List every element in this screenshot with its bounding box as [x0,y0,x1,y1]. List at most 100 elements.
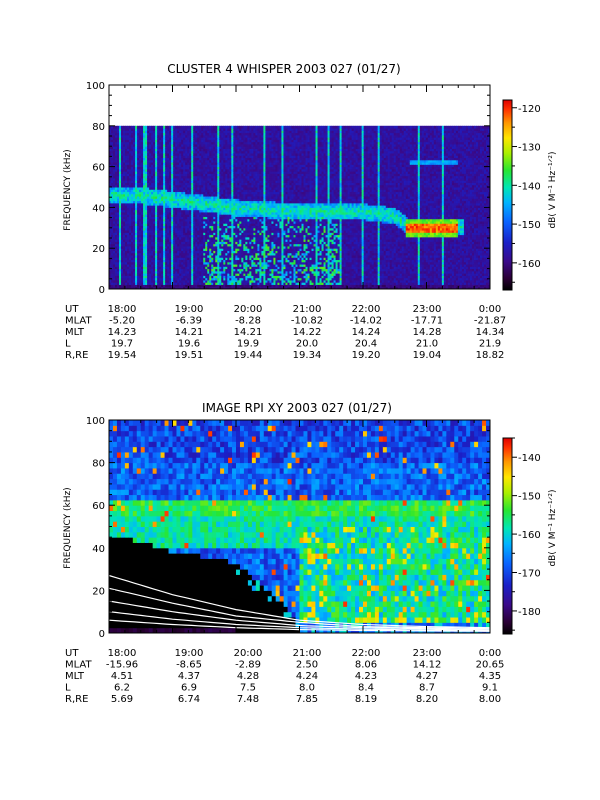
p1-heatmap-cell [153,255,156,258]
p1-heatmap-cell [147,275,150,279]
p1-heatmap-cell [117,230,120,233]
p1-heatmap-cell [151,153,154,156]
p1-heatmap-cell [151,148,154,152]
p1-heatmap-cell [163,139,166,143]
p1-heatmap-cell [147,284,150,288]
p1-heatmap-cell [147,180,150,183]
p1-heatmap-cell [161,157,164,161]
p1-heatmap-cell [131,168,134,172]
p1-heatmap-cell [133,227,136,231]
p1-heatmap-cell [129,241,132,245]
p1-heatmap-cell [141,184,144,188]
p1-heatmap-cell [109,214,112,217]
p1-heatmap-cell [133,171,136,174]
p1-heatmap-cell [141,166,144,170]
p1-heatmap-cell [153,143,156,147]
p1-heatmap-cell [147,175,150,179]
p1-heatmap-cell [159,257,162,261]
p1-heatmap-cell [119,157,122,161]
p1-heatmap-cell [141,182,144,186]
p1-heatmap-cell [123,191,126,195]
p1-heatmap-cell [117,250,120,254]
p1-heatmap-cell [127,223,130,227]
p1-heatmap-cell [119,159,122,163]
p1-heatmap-cell [147,248,150,251]
p1-heatmap-cell [113,189,116,193]
p1-heatmap-cell [135,259,138,263]
p1-heatmap-cell [163,143,166,147]
p1-heatmap-cell [155,209,158,213]
p1-heatmap-cell [123,257,126,261]
p1-heatmap-cell [127,177,130,181]
p1-heatmap-cell [159,230,162,233]
p1-heatmap-cell [121,193,124,197]
p1-heatmap-cell [159,227,162,231]
p1-heatmap-cell [159,189,162,193]
p1-heatmap-cell [119,236,122,240]
p1-heatmap-cell [137,143,140,147]
p1-heatmap-cell [161,139,164,143]
p1-heatmap-cell [153,234,156,238]
p1-heatmap-cell [157,232,160,236]
p1-heatmap-cell [135,255,138,258]
p1-heatmap-cell [137,164,140,168]
p1-heatmap-cell [111,143,114,147]
p1-heatmap-cell [121,205,124,208]
p1-heatmap-cell [131,207,134,211]
p1-heatmap-cell [141,125,144,129]
p1-heatmap-cell [127,286,130,290]
p1-heatmap-cell [151,198,154,202]
p1-heatmap-cell [127,189,130,193]
p1-heatmap-cell [155,137,158,140]
p1-heatmap-cell [121,157,124,161]
p1-heatmap-cell [111,196,114,199]
p1-heatmap-cell [151,173,154,177]
p1-heatmap-cell [115,164,118,168]
p1-heatmap-cell [163,180,166,183]
p1-heatmap-cell [109,193,112,197]
p1-heatmap-cell [137,130,140,134]
p1-heatmap-cell [149,137,152,140]
p1-heatmap-cell [127,239,130,242]
p1-heatmap-cell [111,236,114,240]
p1-heatmap-cell [163,207,166,211]
p1-heatmap-cell [143,146,146,149]
p1-heatmap-cell [153,236,156,240]
p1-heatmap-cell [161,252,164,256]
p1-heatmap-cell [129,180,132,183]
p1-heatmap-cell [151,162,154,165]
p1-heatmap-cell [135,205,138,208]
p1-heatmap-cell [113,284,116,288]
p1-heatmap-cell [161,261,164,265]
p1-heatmap-cell [133,180,136,183]
p1-heatmap-cell [123,214,126,217]
p1-heatmap-cell [163,218,166,222]
p1-heatmap-cell [149,232,152,236]
p1-heatmap-cell [153,173,156,177]
p1-heatmap-cell [115,252,118,256]
p1-heatmap-cell [135,184,138,188]
p1-heatmap-cell [135,155,138,159]
p1-heatmap-cell [115,257,118,261]
p1-heatmap-cell [117,273,120,276]
p1-heatmap-cell [139,125,142,129]
p1-heatmap-cell [151,209,154,213]
p1-heatmap-cell [109,150,112,154]
p1-heatmap-cell [121,218,124,222]
p1-heatmap-cell [151,180,154,183]
p1-heatmap-cell [165,279,168,283]
p1-heatmap-cell [117,227,120,231]
p1-heatmap-cell [119,155,122,159]
p1-heatmap-cell [153,279,156,283]
p1-heatmap-cell [159,273,162,276]
p1-heatmap-cell [131,187,134,190]
p1-heatmap-cell [133,211,136,215]
p1-heatmap-cell [155,193,158,197]
p1-heatmap-cell [117,128,120,131]
p1-heatmap-cell [125,243,128,247]
p1-heatmap-cell [149,211,152,215]
p1-heatmap-cell [165,250,168,254]
p1-heatmap-cell [143,150,146,154]
p1-heatmap-cell [135,202,138,206]
p1-heatmap-cell [161,155,164,159]
